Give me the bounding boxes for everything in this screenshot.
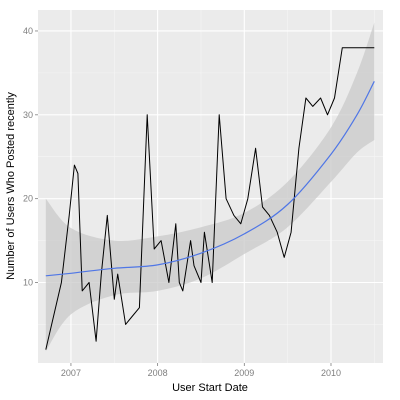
x-tick-label: 2010 — [321, 368, 341, 378]
x-tick-label: 2008 — [148, 368, 168, 378]
x-tick-label: 2009 — [234, 368, 254, 378]
x-axis-ticks: 2007 2008 2009 2010 — [61, 363, 341, 378]
confidence-band — [45, 22, 375, 352]
smooth-trend-line — [45, 81, 375, 277]
x-axis-title: User Start Date — [172, 382, 248, 394]
y-tick-label: 40 — [23, 26, 33, 36]
confidence-band-group — [45, 22, 375, 352]
observed-series-group — [45, 47, 375, 350]
y-axis-ticks: 10 20 30 40 — [23, 26, 38, 288]
y-tick-label: 20 — [23, 194, 33, 204]
y-tick-label: 30 — [23, 110, 33, 120]
smooth-series-group — [45, 81, 375, 277]
y-axis-title: Number of Users Who Posted recently — [5, 92, 17, 280]
x-tick-label: 2007 — [61, 368, 81, 378]
observed-series-line — [45, 47, 375, 350]
major-gridlines — [38, 10, 383, 363]
y-tick-label: 10 — [23, 278, 33, 288]
